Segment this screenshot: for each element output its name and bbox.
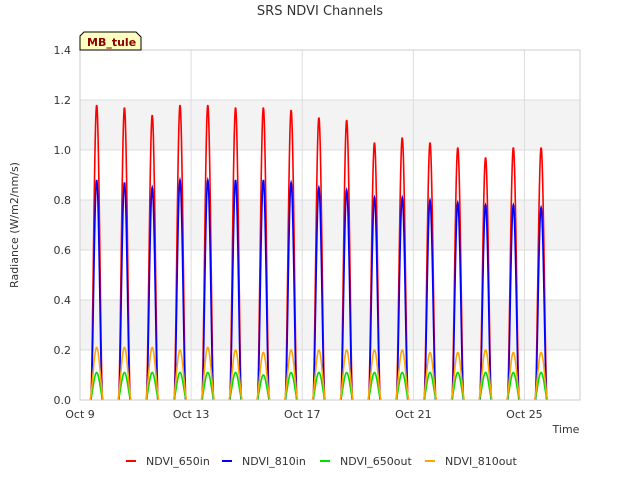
- plot-band: [80, 200, 580, 250]
- y-tick-label: 0.4: [54, 294, 72, 307]
- y-axis-ticks: 0.0 0.2 0.4 0.6 0.8 1.0 1.2 1.4: [54, 44, 72, 407]
- plot-band: [80, 300, 580, 350]
- y-tick-label: 1.0: [54, 144, 72, 157]
- plot-band: [80, 150, 580, 200]
- data-series: [89, 104, 549, 401]
- series-line-NDVI_650out: [89, 371, 549, 401]
- legend-label: NDVI_650in: [146, 455, 210, 468]
- y-tick-label: 0.6: [54, 244, 72, 257]
- site-label: MB_tule: [87, 36, 136, 49]
- plot-band: [80, 250, 580, 300]
- site-label-box: MB_tule: [79, 31, 142, 51]
- plot-band: [80, 350, 580, 400]
- y-tick-label: 1.2: [54, 94, 72, 107]
- legend-label: NDVI_810in: [242, 455, 306, 468]
- y-tick-label: 0.8: [54, 194, 72, 207]
- x-tick-label: Oct 13: [173, 408, 210, 421]
- plot-band: [80, 100, 580, 150]
- plot-background: [80, 50, 580, 400]
- plot-frame: [79, 49, 581, 401]
- x-tick-label: Oct 17: [284, 408, 321, 421]
- legend-label: NDVI_650out: [340, 455, 412, 468]
- y-tick-label: 0.0: [54, 394, 72, 407]
- chart-title: SRS NDVI Channels: [257, 4, 383, 19]
- series-line-NDVI_810out: [89, 346, 549, 401]
- y-tick-label: 1.4: [54, 44, 72, 57]
- x-axis-title: Time: [552, 423, 580, 436]
- series-line-NDVI_810in: [90, 176, 548, 401]
- x-axis-ticks: Oct 9 Oct 13 Oct 17 Oct 21 Oct 25: [65, 408, 542, 421]
- legend-label: NDVI_810out: [445, 455, 517, 468]
- x-tick-label: Oct 25: [506, 408, 543, 421]
- y-axis-title: Radiance (W/m2/nm/s): [8, 162, 21, 288]
- series-line-NDVI_650in: [90, 104, 548, 401]
- plot-band: [80, 50, 580, 100]
- x-tick-label: Oct 21: [395, 408, 432, 421]
- x-tick-label: Oct 9: [65, 408, 95, 421]
- legend: NDVI_650in NDVI_810in NDVI_650out NDVI_810o…: [126, 455, 517, 468]
- y-tick-label: 0.2: [54, 344, 72, 357]
- site-label-background: [79, 31, 142, 51]
